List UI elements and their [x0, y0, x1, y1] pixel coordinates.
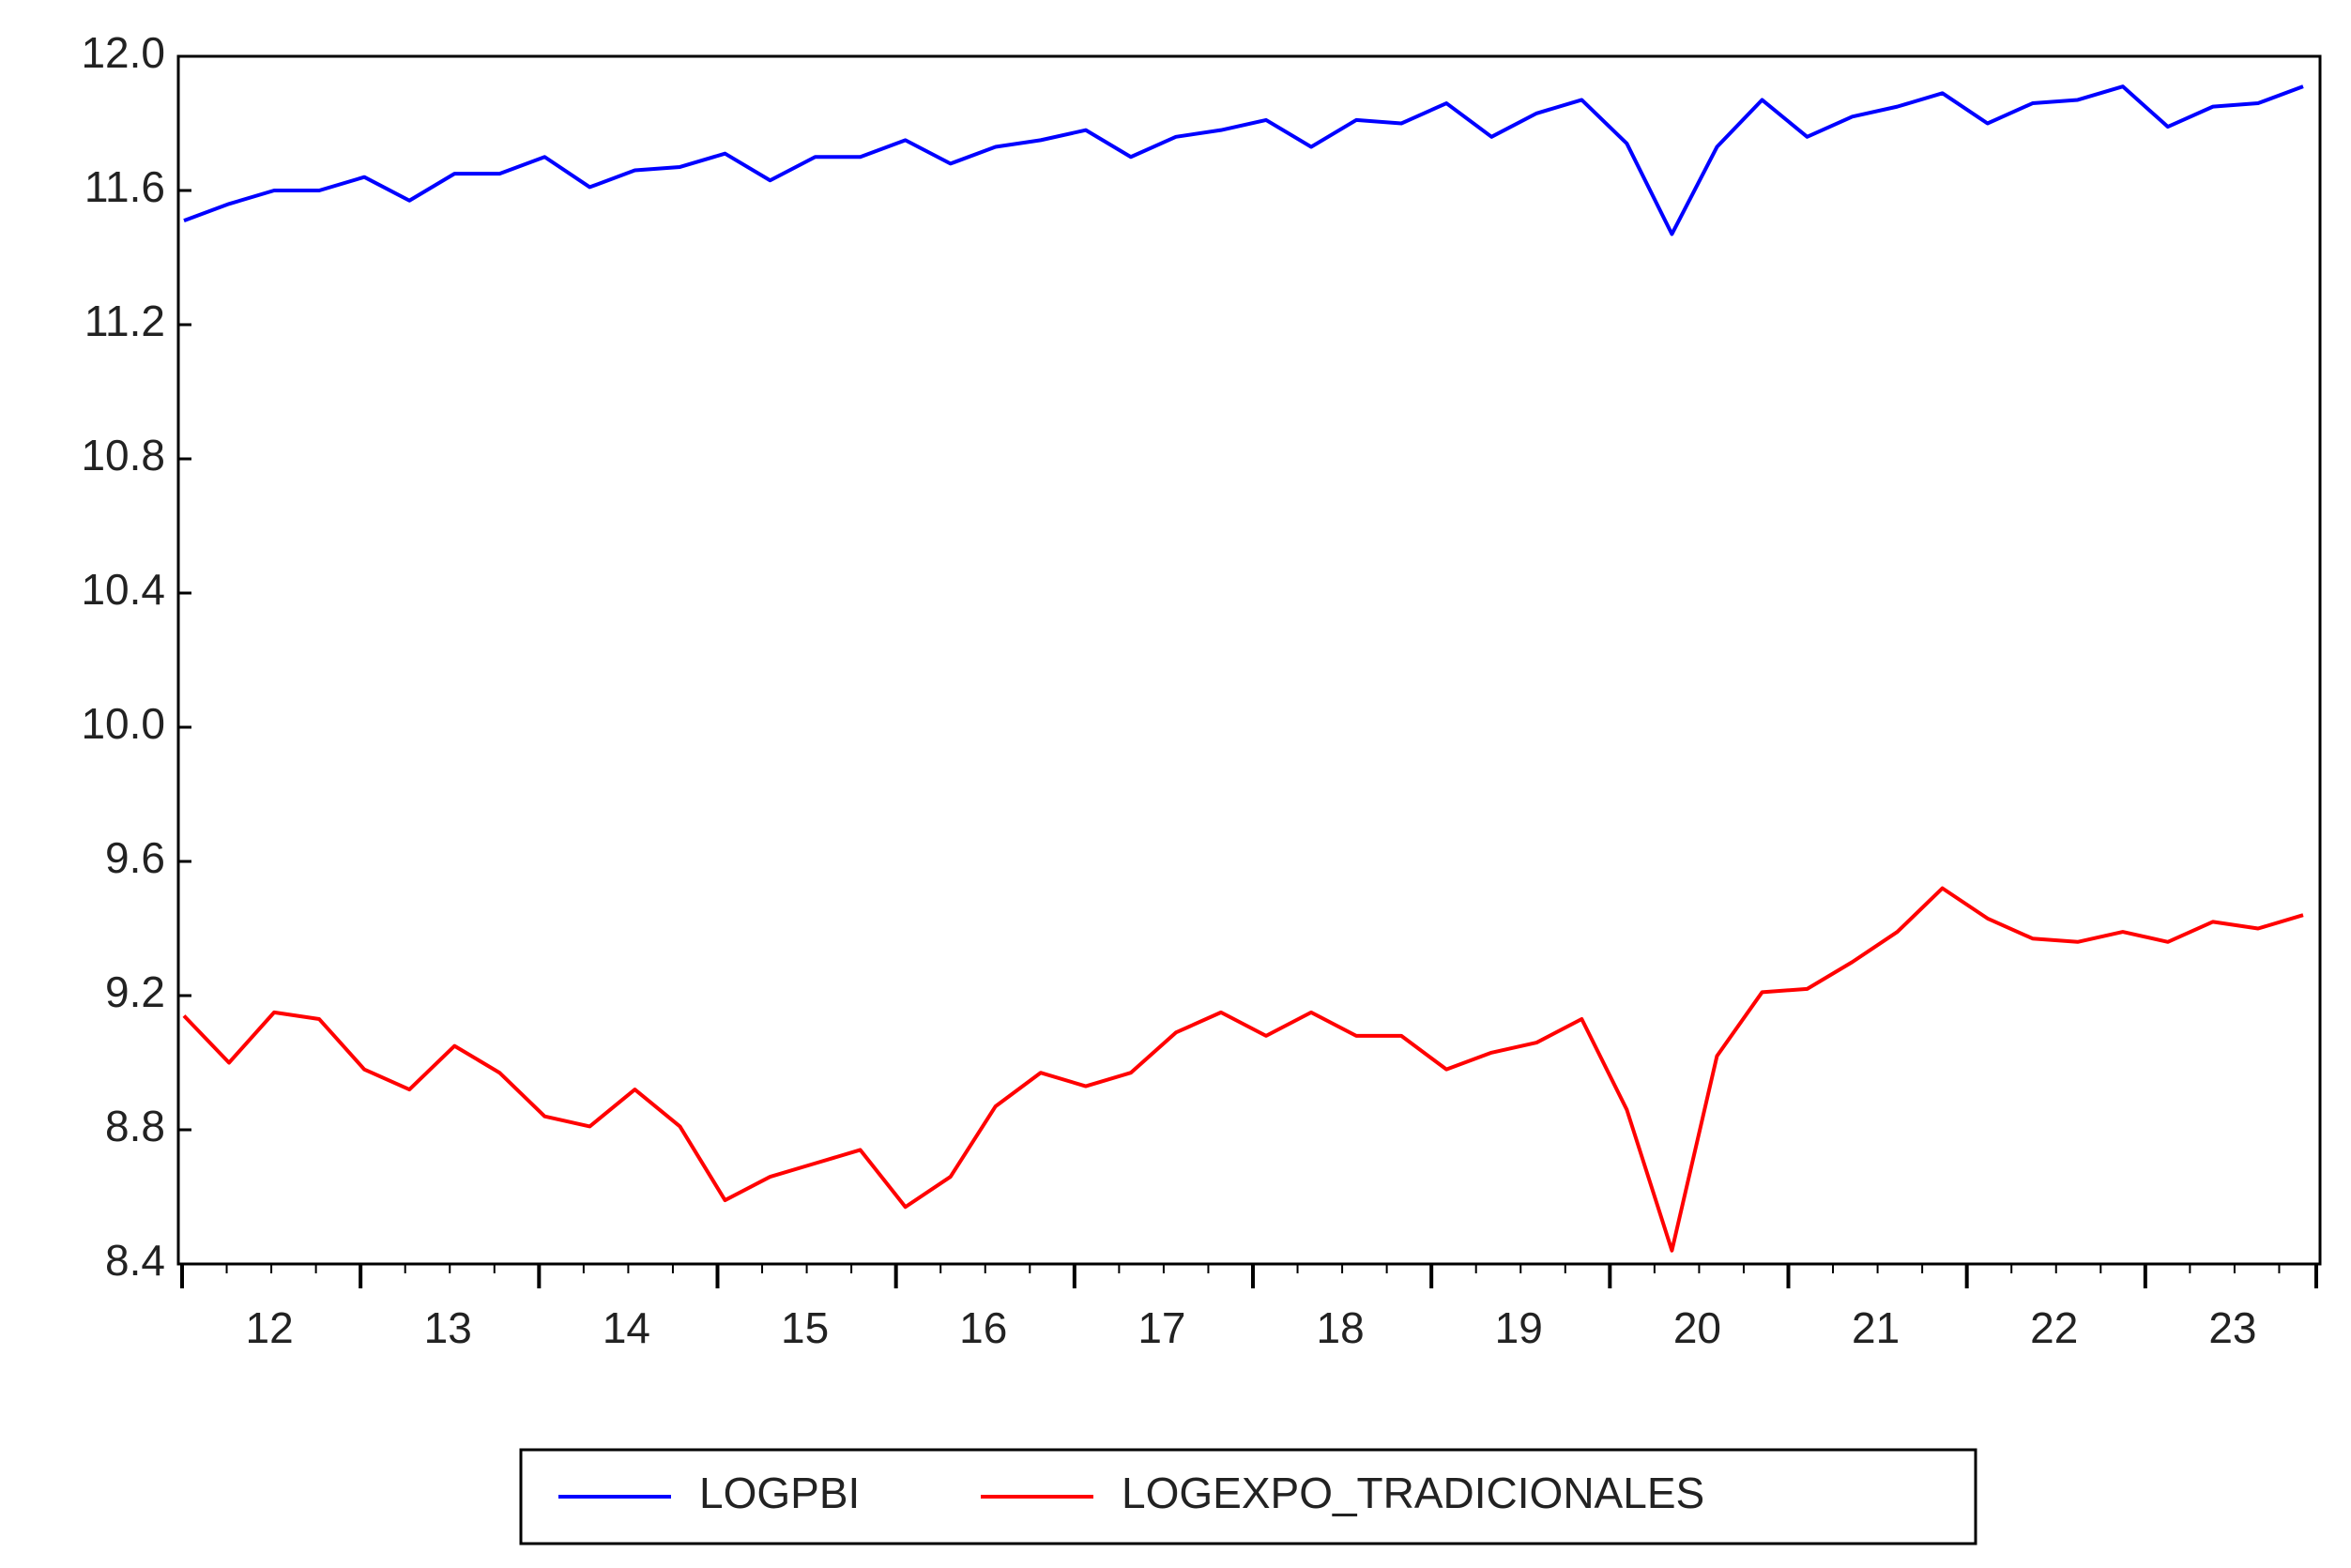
y-tick-label: 9.6: [105, 833, 165, 882]
x-tick-label: 13: [424, 1303, 472, 1352]
y-tick-label: 10.0: [81, 699, 165, 748]
x-tick-label: 19: [1495, 1303, 1543, 1352]
y-tick-label: 12.0: [81, 28, 165, 77]
legend-box: [519, 1448, 1977, 1545]
legend-label: LOGPBI: [699, 1469, 860, 1517]
series-line: [183, 84, 2304, 236]
x-tick-label: 23: [2208, 1303, 2256, 1352]
x-tick-label: 15: [781, 1303, 829, 1352]
x-tick-label: 18: [1316, 1303, 1364, 1352]
legend-label: LOGEXPO_TRADICIONALES: [1122, 1469, 1704, 1517]
y-tick-label: 11.6: [84, 162, 165, 211]
y-tick-label: 11.2: [84, 297, 165, 345]
x-tick-label: 20: [1673, 1303, 1721, 1352]
x-tick-label: 22: [2030, 1303, 2078, 1352]
x-tick-label: 17: [1137, 1303, 1185, 1352]
y-tick-label: 10.4: [81, 565, 165, 614]
y-tick-label: 9.2: [105, 967, 165, 1016]
x-tick-label: 12: [245, 1303, 293, 1352]
y-tick-label: 8.4: [105, 1236, 165, 1285]
series-line: [182, 886, 2304, 1253]
x-tick-label: 14: [603, 1303, 650, 1352]
x-tick-label: 16: [959, 1303, 1007, 1352]
y-tick-label: 8.8: [105, 1102, 165, 1150]
y-tick-label: 10.8: [81, 431, 165, 480]
plot-frame: [176, 54, 2322, 1266]
x-tick-label: 21: [1852, 1303, 1900, 1352]
